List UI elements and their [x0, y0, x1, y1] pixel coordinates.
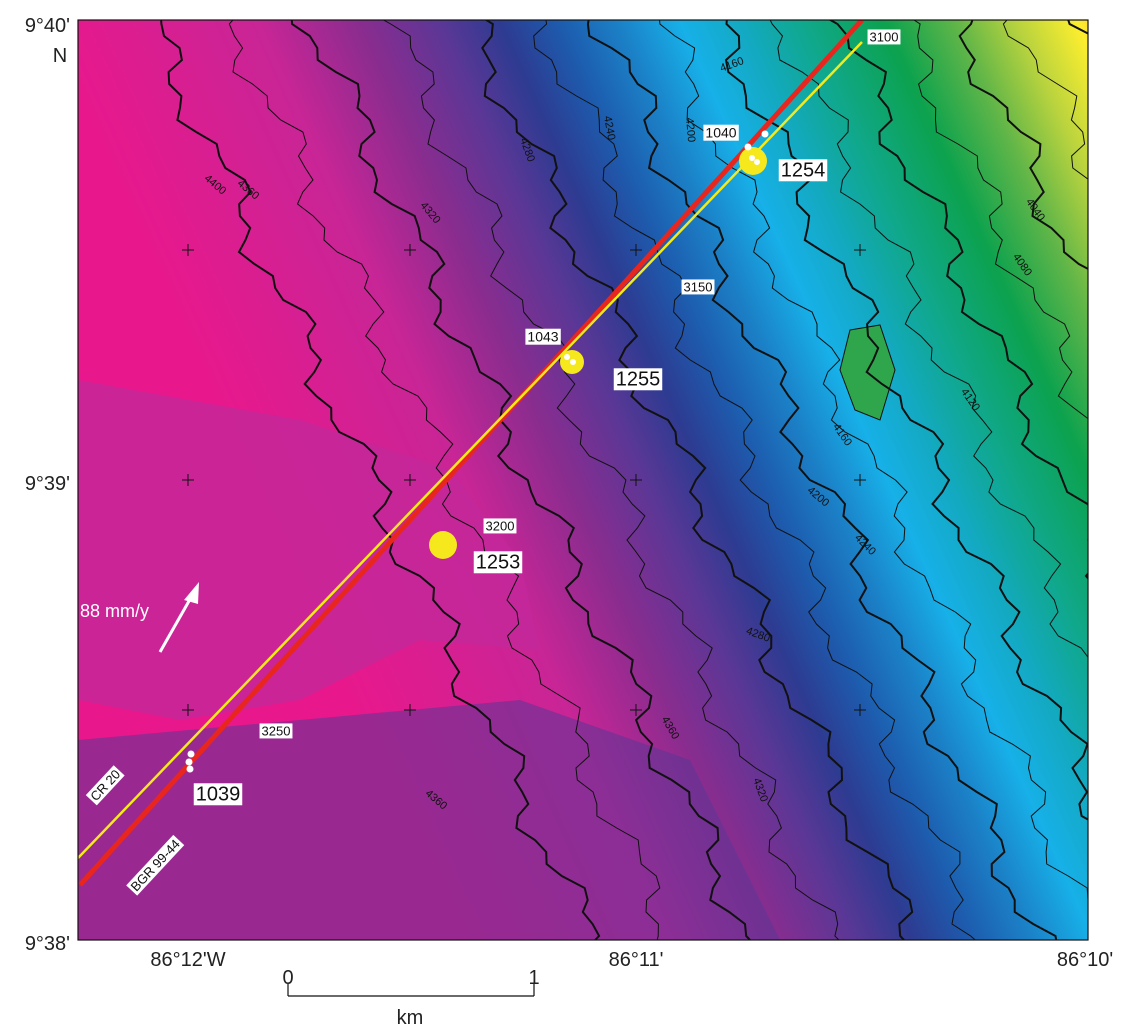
track-tick: 3250 — [262, 723, 291, 738]
site-label: 1254 — [781, 159, 826, 181]
site-marker — [739, 147, 767, 175]
scale-start: 0 — [282, 967, 293, 989]
map: 9°40' N 9°39' 9°38' 86°12'W 86°11' 86°10… — [0, 0, 1125, 1030]
map-area — [78, 0, 1125, 960]
track-tick-group: 3100 — [868, 29, 901, 44]
site-label-group: 1255 — [614, 368, 663, 390]
site-label-group: 1039 — [194, 783, 243, 805]
lat-label: 9°39' — [25, 473, 70, 495]
site-label-group: 1254 — [779, 159, 828, 181]
scale-unit: km — [397, 1007, 424, 1029]
contour-label: 4200 — [683, 117, 697, 142]
track-tick: 3100 — [870, 29, 899, 44]
lon-label: 86°10' — [1057, 949, 1113, 971]
site-label-group: 1040 — [703, 125, 738, 141]
lat-label: N — [53, 45, 67, 67]
site-label: 1253 — [476, 551, 521, 573]
site-label: 1040 — [705, 125, 736, 141]
scale-end: 1 — [528, 967, 539, 989]
track-tick-group: 3200 — [484, 518, 517, 533]
site-label-group: 1253 — [474, 551, 523, 573]
track-tick-group: 3150 — [682, 279, 715, 294]
track-tick: 3150 — [684, 279, 713, 294]
lat-label: 9°40' — [25, 15, 70, 37]
site-label: 1255 — [616, 368, 661, 390]
site-label: 1043 — [527, 329, 558, 345]
lon-label: 86°11' — [609, 949, 664, 971]
site-marker — [429, 531, 457, 559]
track-tick-group: 3250 — [260, 723, 293, 738]
scale-bar — [288, 984, 534, 996]
site-label-group: 1043 — [525, 329, 560, 345]
lat-label: 9°38' — [25, 933, 70, 955]
plate-motion-label: 88 mm/y — [80, 601, 149, 621]
track-tick: 3200 — [486, 518, 515, 533]
site-label: 1039 — [196, 783, 241, 805]
lon-label: 86°12'W — [150, 949, 225, 971]
